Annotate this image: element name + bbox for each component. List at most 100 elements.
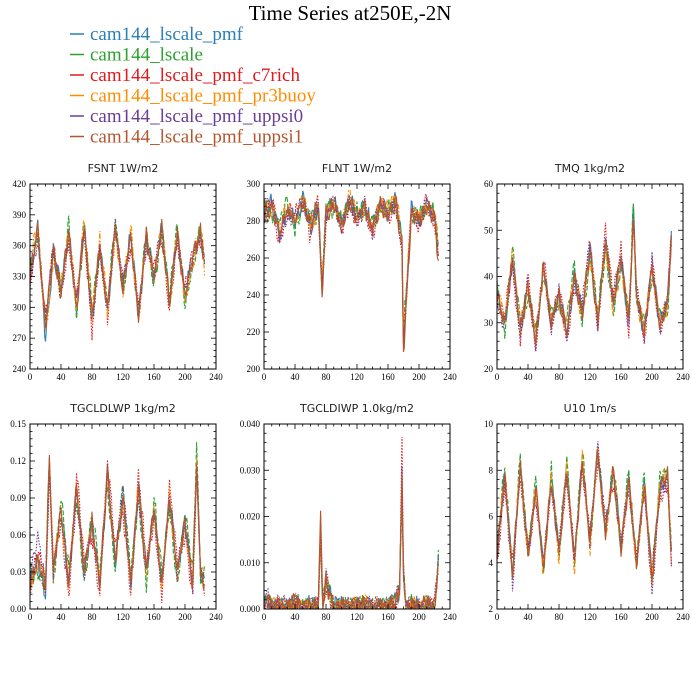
series-line [497,218,672,352]
y-tick-label: 270 [13,333,27,343]
series-line [497,219,672,352]
x-tick-label: 160 [381,612,395,622]
x-tick-label: 120 [583,372,597,382]
series-line [497,443,672,587]
series-group [497,203,672,352]
plot-frame [496,183,684,370]
x-tick-label: 200 [178,612,192,622]
legend-label: cam144_lscale_pmf_uppsi0 [90,106,303,127]
x-tick-label: 240 [443,612,457,622]
y-tick-label: 40 [484,272,494,282]
plot-frame [263,423,451,610]
series-line [264,194,439,352]
series-group [264,188,439,353]
y-tick-label: 50 [484,225,494,235]
series-line [30,219,205,322]
panel-title: FSNT 1W/m2 [88,162,159,175]
y-tick-label: 260 [247,253,261,263]
series-line [264,490,439,609]
x-tick-label: 120 [116,612,130,622]
x-tick-label: 80 [555,372,565,382]
series-group [30,215,205,342]
x-tick-label: 120 [350,372,364,382]
x-tick-label: 240 [443,372,457,382]
legend-label: cam144_lscale_pmf_pr3buoy [90,86,316,107]
y-tick-label: 0.03 [10,567,26,577]
series-line [30,454,205,592]
x-tick-label: 200 [412,372,426,382]
y-tick-label: 240 [13,364,27,374]
y-tick-label: 420 [13,179,27,189]
y-tick-label: 10 [484,419,494,429]
legend-label: cam144_lscale_pmf_uppsi1 [90,127,303,148]
series-line [264,193,439,341]
x-tick-label: 200 [645,372,659,382]
y-tick-label: 0.12 [10,456,26,466]
chart-panel: TGCLDIWP 1.0kg/m2 0 40 80 120 160 200 240 0.000 0… [240,402,458,622]
y-tick-label: 6 [489,512,494,522]
series-line [264,436,439,609]
x-tick-label: 80 [88,612,98,622]
y-tick-label: 0.020 [240,512,261,522]
series-line [264,473,439,609]
x-tick-label: 120 [583,612,597,622]
x-tick-label: 40 [291,612,301,622]
series-line [30,464,205,594]
y-tick-label: 200 [247,364,261,374]
x-tick-label: 160 [614,372,628,382]
series-group [264,436,439,609]
x-tick-label: 240 [209,372,223,382]
y-tick-label: 360 [13,241,27,251]
x-tick-label: 160 [147,372,161,382]
x-tick-label: 40 [524,612,534,622]
y-tick-label: 2 [489,604,494,614]
y-tick-label: 0.15 [10,419,26,429]
x-tick-label: 120 [350,612,364,622]
series-line [264,486,439,609]
y-tick-label: 8 [489,465,494,475]
x-tick-label: 160 [381,372,395,382]
x-tick-label: 0 [28,372,33,382]
y-tick-label: 60 [484,179,494,189]
x-tick-label: 160 [614,612,628,622]
figure-title: Time Series at250E,-2N [249,1,452,25]
series-line [264,195,439,353]
series-line [497,449,672,580]
legend-label: cam144_lscale [90,45,203,66]
x-tick-label: 240 [676,612,690,622]
legend-item: cam144_lscale_pmf_uppsi1 [70,127,303,148]
panel-title: U10 1m/s [564,402,617,415]
x-tick-label: 0 [262,372,267,382]
x-tick-label: 240 [209,612,223,622]
series-line [497,221,672,345]
series-line [30,218,205,328]
chart-panel: TGCLDLWP 1kg/m2 0 40 80 120 160 200 240 0.00 0.03… [10,402,223,622]
x-tick-label: 160 [147,612,161,622]
x-tick-label: 0 [495,372,500,382]
x-tick-label: 0 [262,612,267,622]
y-tick-label: 0.010 [240,558,261,568]
legend-label: cam144_lscale_pmf [90,24,244,45]
x-tick-label: 40 [57,372,67,382]
x-tick-label: 0 [495,612,500,622]
y-tick-label: 0.030 [240,465,261,475]
x-tick-label: 80 [322,612,332,622]
legend-item: cam144_lscale_pmf [70,24,244,45]
chart-panel: FSNT 1W/m2 0 40 80 120 160 200 240 240 270 300 330 3… [13,162,224,382]
y-tick-label: 280 [247,216,261,226]
x-tick-label: 40 [57,612,67,622]
y-tick-label: 240 [247,290,261,300]
x-tick-label: 80 [88,372,98,382]
legend-item: cam144_lscale [70,45,203,66]
legend-item: cam144_lscale_pmf_uppsi0 [70,106,303,127]
y-tick-label: 0.00 [10,604,26,614]
x-tick-label: 80 [555,612,565,622]
y-tick-label: 0.09 [10,493,26,503]
legend: cam144_lscale_pmfcam144_lscalecam144_lsc… [70,24,316,148]
series-line [264,502,439,609]
series-group [497,441,672,595]
legend-label: cam144_lscale_pmf_c7rich [90,65,300,86]
series-group [30,442,205,604]
y-tick-label: 300 [13,302,27,312]
